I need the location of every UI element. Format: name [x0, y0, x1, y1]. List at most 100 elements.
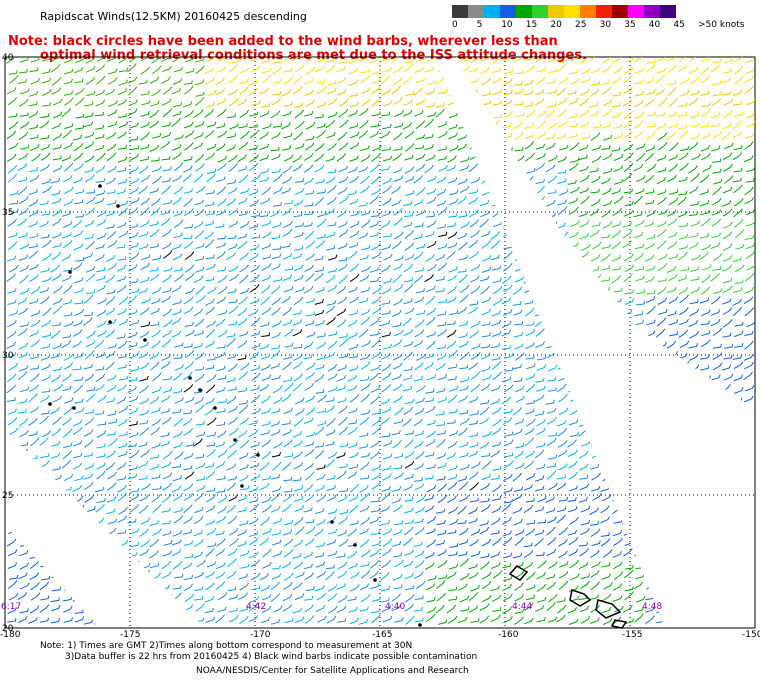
- wind-barb: [655, 376, 665, 383]
- wind-barb: [514, 582, 524, 591]
- wind-barb: [370, 212, 380, 218]
- wind-barb: [481, 175, 492, 184]
- wind-barb: [503, 244, 513, 250]
- wind-barb: [39, 415, 49, 425]
- wind-barb: [249, 188, 259, 196]
- wind-barb: [73, 319, 83, 327]
- wind-barb: [624, 353, 635, 359]
- wind-barb: [513, 57, 524, 63]
- wind-barb: [602, 352, 612, 360]
- wind-barb: [317, 394, 327, 403]
- wind-barb: [536, 419, 546, 427]
- wind-barb: [327, 373, 338, 381]
- wind-barb: [646, 441, 656, 449]
- wind-barb: [744, 361, 754, 370]
- wind-barb: [292, 253, 303, 260]
- wind-barb: [512, 407, 523, 416]
- wind-barb: [447, 155, 457, 163]
- wind-barb: [51, 604, 61, 612]
- wind-barb: [238, 370, 248, 380]
- wind-barb: [239, 221, 250, 229]
- wind-barb: [371, 596, 382, 602]
- wind-barb: [613, 463, 623, 469]
- wind-barb: [370, 175, 381, 185]
- wind-barb: [273, 385, 283, 394]
- wind-barb: [523, 278, 533, 284]
- wind-barb: [613, 66, 623, 75]
- wind-barb: [226, 377, 236, 383]
- wind-barb: [656, 176, 667, 185]
- wind-barb: [624, 465, 634, 471]
- wind-barb: [72, 366, 82, 371]
- wind-barb: [226, 396, 237, 405]
- wind-barb: [524, 133, 534, 139]
- wind-barb: [668, 122, 678, 129]
- wind-barb: [62, 450, 73, 460]
- wind-barb: [536, 296, 546, 306]
- wind-barb: [493, 152, 503, 161]
- wind-barb: [578, 154, 588, 161]
- wind-barb: [347, 528, 357, 537]
- wind-barb: [360, 87, 371, 95]
- wind-barb: [667, 429, 677, 436]
- wind-barb: [622, 343, 632, 350]
- wind-barb: [105, 361, 115, 371]
- wind-barb: [645, 189, 655, 195]
- wind-barb: [446, 604, 457, 614]
- wind-barb: [349, 483, 360, 493]
- wind-barb: [734, 218, 744, 228]
- wind-barb: [19, 608, 29, 614]
- wind-barb: [699, 504, 710, 514]
- wind-barb: [215, 571, 226, 580]
- wind-barb: [206, 320, 216, 328]
- wind-barb: [162, 450, 173, 460]
- wind-barb: [249, 199, 259, 207]
- wind-barb: [381, 465, 392, 471]
- wind-barb: [259, 110, 270, 118]
- wind-barb: [204, 201, 215, 207]
- wind-barb: [271, 530, 282, 536]
- wind-barb: [468, 196, 479, 205]
- wind-barb: [270, 420, 280, 427]
- wind-barb: [194, 199, 204, 206]
- wind-barb: [62, 220, 73, 229]
- wind-barb: [283, 57, 294, 62]
- wind-barb: [624, 152, 634, 162]
- wind-barb: [514, 462, 525, 470]
- wind-barb: [677, 547, 687, 557]
- wind-barb: [261, 231, 272, 239]
- wind-barb: [733, 208, 743, 218]
- wind-barb: [240, 485, 250, 491]
- wind-barb: [183, 208, 194, 217]
- wind-barb: [590, 188, 600, 194]
- wind-barb: [667, 608, 677, 613]
- wind-barb: [701, 108, 711, 117]
- wind-barb: [349, 520, 359, 526]
- wind-barb: [41, 374, 51, 382]
- wind-barb: [85, 273, 96, 283]
- wind-barb: [525, 594, 536, 601]
- wind-barb: [459, 452, 469, 458]
- wind-barb: [116, 275, 127, 282]
- wind-barb: [535, 394, 545, 402]
- wind-barb: [216, 296, 227, 305]
- wind-barb: [578, 450, 589, 459]
- wind-barb: [205, 547, 215, 557]
- wind-barb: [107, 518, 118, 525]
- wind-barb: [548, 482, 558, 491]
- wind-barb: [130, 487, 140, 493]
- wind-barb: [325, 397, 335, 403]
- wind-barb: [116, 188, 127, 195]
- wind-barb: [337, 209, 347, 218]
- wind-barb: [578, 264, 589, 273]
- wind-barb: [579, 483, 590, 491]
- wind-barb: [459, 340, 469, 348]
- wind-barb: [645, 615, 655, 625]
- wind-barb: [481, 255, 492, 262]
- wind-barb: [336, 605, 347, 614]
- wind-barb: [150, 100, 160, 107]
- wind-barb: [107, 482, 117, 491]
- wind-barb: [337, 397, 347, 404]
- wind-barb: [139, 375, 149, 382]
- wind-barb: [369, 559, 380, 569]
